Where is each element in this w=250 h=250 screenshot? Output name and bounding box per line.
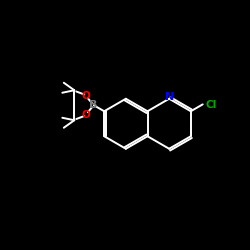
Text: Cl: Cl [206, 100, 217, 110]
Text: O: O [82, 110, 91, 120]
Text: N: N [164, 92, 174, 102]
Text: O: O [82, 91, 91, 101]
Text: B: B [88, 100, 97, 110]
